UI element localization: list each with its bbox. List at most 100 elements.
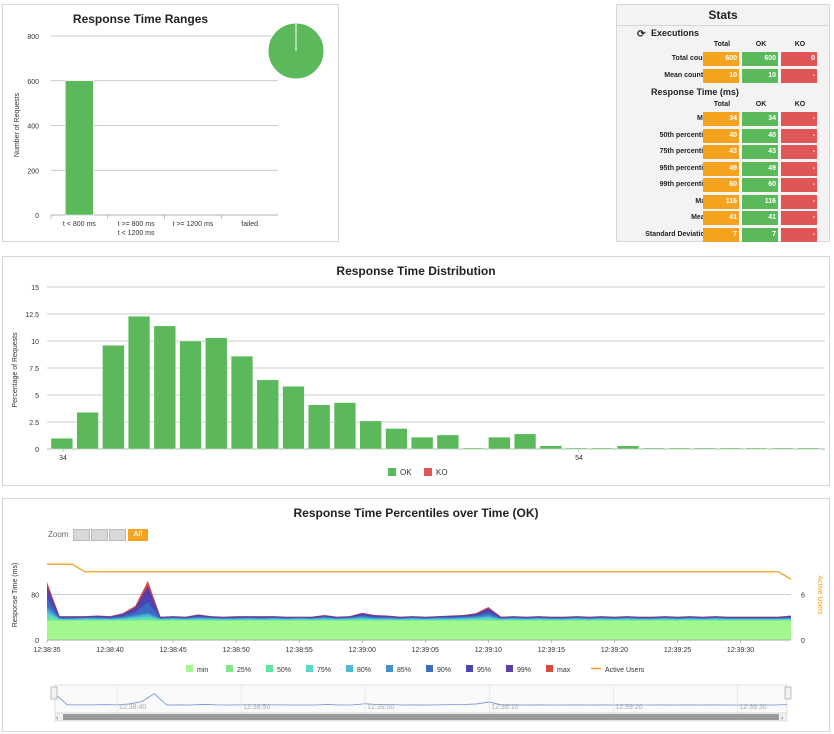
rt-cell-ok: 41	[742, 211, 778, 225]
pct-y2tick: 6	[801, 593, 805, 600]
dist-ylabel: Percentage of Requests	[12, 332, 19, 408]
dist-xtick: 54	[575, 455, 583, 462]
ranges-ytick: 400	[27, 124, 39, 131]
pct-ylabel: Response Time (ms)	[12, 563, 19, 628]
distribution-chart: 15 12.5 10 7.5 5 2.5 0 Percentage of Requests 34…	[12, 285, 825, 477]
pct-y2label: Active Users	[816, 575, 823, 615]
pct-xtick: 12:39:15	[538, 647, 565, 654]
pct-xtick: 12:39:30	[727, 647, 754, 654]
rt-col-total: Total	[713, 101, 731, 108]
pct-legend-swatch	[506, 665, 513, 672]
rt-row-label: Mean	[691, 214, 709, 221]
pct-legend-item: 25%	[237, 667, 251, 674]
dist-legend-ok-swatch	[388, 468, 396, 476]
navigator-scrollbar-thumb[interactable]	[63, 714, 779, 720]
navigator-tick-label: 12:38:40	[119, 704, 146, 711]
dist-ytick: 15	[31, 285, 39, 292]
dist-bar	[797, 447, 820, 450]
dist-bar	[719, 447, 742, 450]
refresh-icon: ⟳	[637, 29, 646, 40]
pct-legend-item: 85%	[397, 667, 411, 674]
ranges-chart: 800 600 400 200 0 Number of Requests t < 800 m…	[14, 22, 325, 237]
pct-legend-swatch	[386, 665, 393, 672]
pct-legend-swatch	[306, 665, 313, 672]
zoom-5m-button[interactable]	[91, 529, 108, 541]
stats-title: Stats	[617, 5, 829, 26]
rt-row-label: 50th percentile	[659, 131, 709, 139]
dist-legend-ko: KO	[436, 468, 448, 477]
dist-ytick: 5	[35, 393, 39, 400]
dist-bar	[616, 445, 640, 450]
dist-bar	[411, 436, 434, 450]
rt-cell-total: 7	[703, 227, 739, 242]
pct-area-0	[47, 620, 791, 640]
rt-cell-total: 41	[703, 211, 739, 225]
executions-title: Executions	[651, 28, 700, 38]
pct-legend-item: 99%	[517, 667, 531, 674]
distribution-title: Response Time Distribution	[336, 264, 496, 278]
dist-ytick: 0	[35, 447, 39, 454]
ranges-ytick: 0	[35, 213, 39, 220]
dist-bar	[179, 340, 202, 450]
navigator-handle-right[interactable]	[784, 686, 792, 700]
dist-bar	[308, 404, 331, 450]
dist-bar	[514, 433, 537, 450]
navigator-handle-left[interactable]	[50, 686, 58, 700]
dist-bar	[359, 420, 382, 450]
distribution-panel: Response Time Distribution 15 12.5 10 7.5 5 2…	[2, 256, 830, 486]
dist-bar	[462, 447, 485, 450]
dist-bar	[282, 386, 305, 450]
scroll-left-icon: ‹	[56, 715, 59, 722]
navigator-tick-label: 12:39:30	[739, 704, 766, 711]
zoom-10m-button[interactable]	[109, 529, 126, 541]
dist-ytick: 10	[31, 339, 39, 346]
rt-cell-ok: 34	[742, 112, 778, 126]
pct-xtick: 12:39:20	[601, 647, 628, 654]
zoom-all-button[interactable]: All	[128, 529, 148, 541]
dist-bar	[642, 447, 665, 450]
dist-bar	[127, 315, 151, 450]
pct-xtick: 12:39:05	[412, 647, 439, 654]
exec-cell-ok: 10	[742, 68, 778, 83]
navigator-series	[54, 693, 788, 706]
rt-row-label: Standard Deviation	[645, 230, 709, 238]
ranges-ytick: 200	[27, 168, 39, 175]
zoom-label: Zoom	[48, 530, 69, 539]
rt-cell-total: 116	[703, 194, 739, 209]
percentiles-title: Response Time Percentiles over Time (OK)	[293, 506, 539, 520]
pct-xtick: 12:39:00	[349, 647, 376, 654]
percentiles-panel: Response Time Percentiles over Time (OK)…	[2, 498, 830, 732]
rt-cell-total: 40	[703, 128, 739, 143]
pct-ytick: 0	[35, 638, 39, 645]
rt-cell-total: 34	[703, 112, 739, 126]
rt-cell-ko: -	[781, 112, 817, 126]
navigator-tick-label: 12:39:20	[615, 704, 642, 711]
pct-ytick: 80	[31, 593, 39, 600]
dist-bar	[76, 412, 99, 450]
pct-xtick: 12:38:45	[159, 647, 186, 654]
pct-legend-swatch	[226, 665, 233, 672]
stats-panel: Stats ⟳ Executions Total OK KO Total cou…	[616, 4, 830, 242]
rt-cell-ko: -	[781, 227, 817, 242]
rt-cell-ko: -	[781, 178, 817, 192]
rt-cell-ok: 116	[742, 194, 778, 209]
rt-cell-ko: -	[781, 128, 817, 143]
rt-row-label: Max	[695, 198, 709, 205]
pct-xtick: 12:38:55	[286, 647, 313, 654]
rt-cell-total: 43	[703, 145, 739, 159]
dist-bar	[436, 434, 459, 450]
ranges-xtick: t < 800 ms	[63, 221, 96, 228]
ranges-ylabel: Number of Requests	[14, 92, 21, 157]
col-total: Total	[713, 41, 731, 48]
ranges-xtick: t >= 800 ms	[118, 221, 155, 228]
zoom-1m-button[interactable]	[73, 529, 90, 541]
percentiles-chart: 80 0 6 0 Response Time (ms) Active Users 12:38…	[12, 563, 823, 722]
dist-bar	[694, 447, 717, 450]
exec-cell-ok: 600	[742, 52, 778, 66]
pct-legend-swatch	[266, 665, 273, 672]
col-ko: KO	[794, 41, 806, 48]
rt-col-ko: KO	[794, 101, 806, 108]
dist-bar	[230, 355, 254, 450]
rt-cell-ok: 43	[742, 145, 778, 159]
ranges-ytick: 800	[27, 34, 39, 41]
